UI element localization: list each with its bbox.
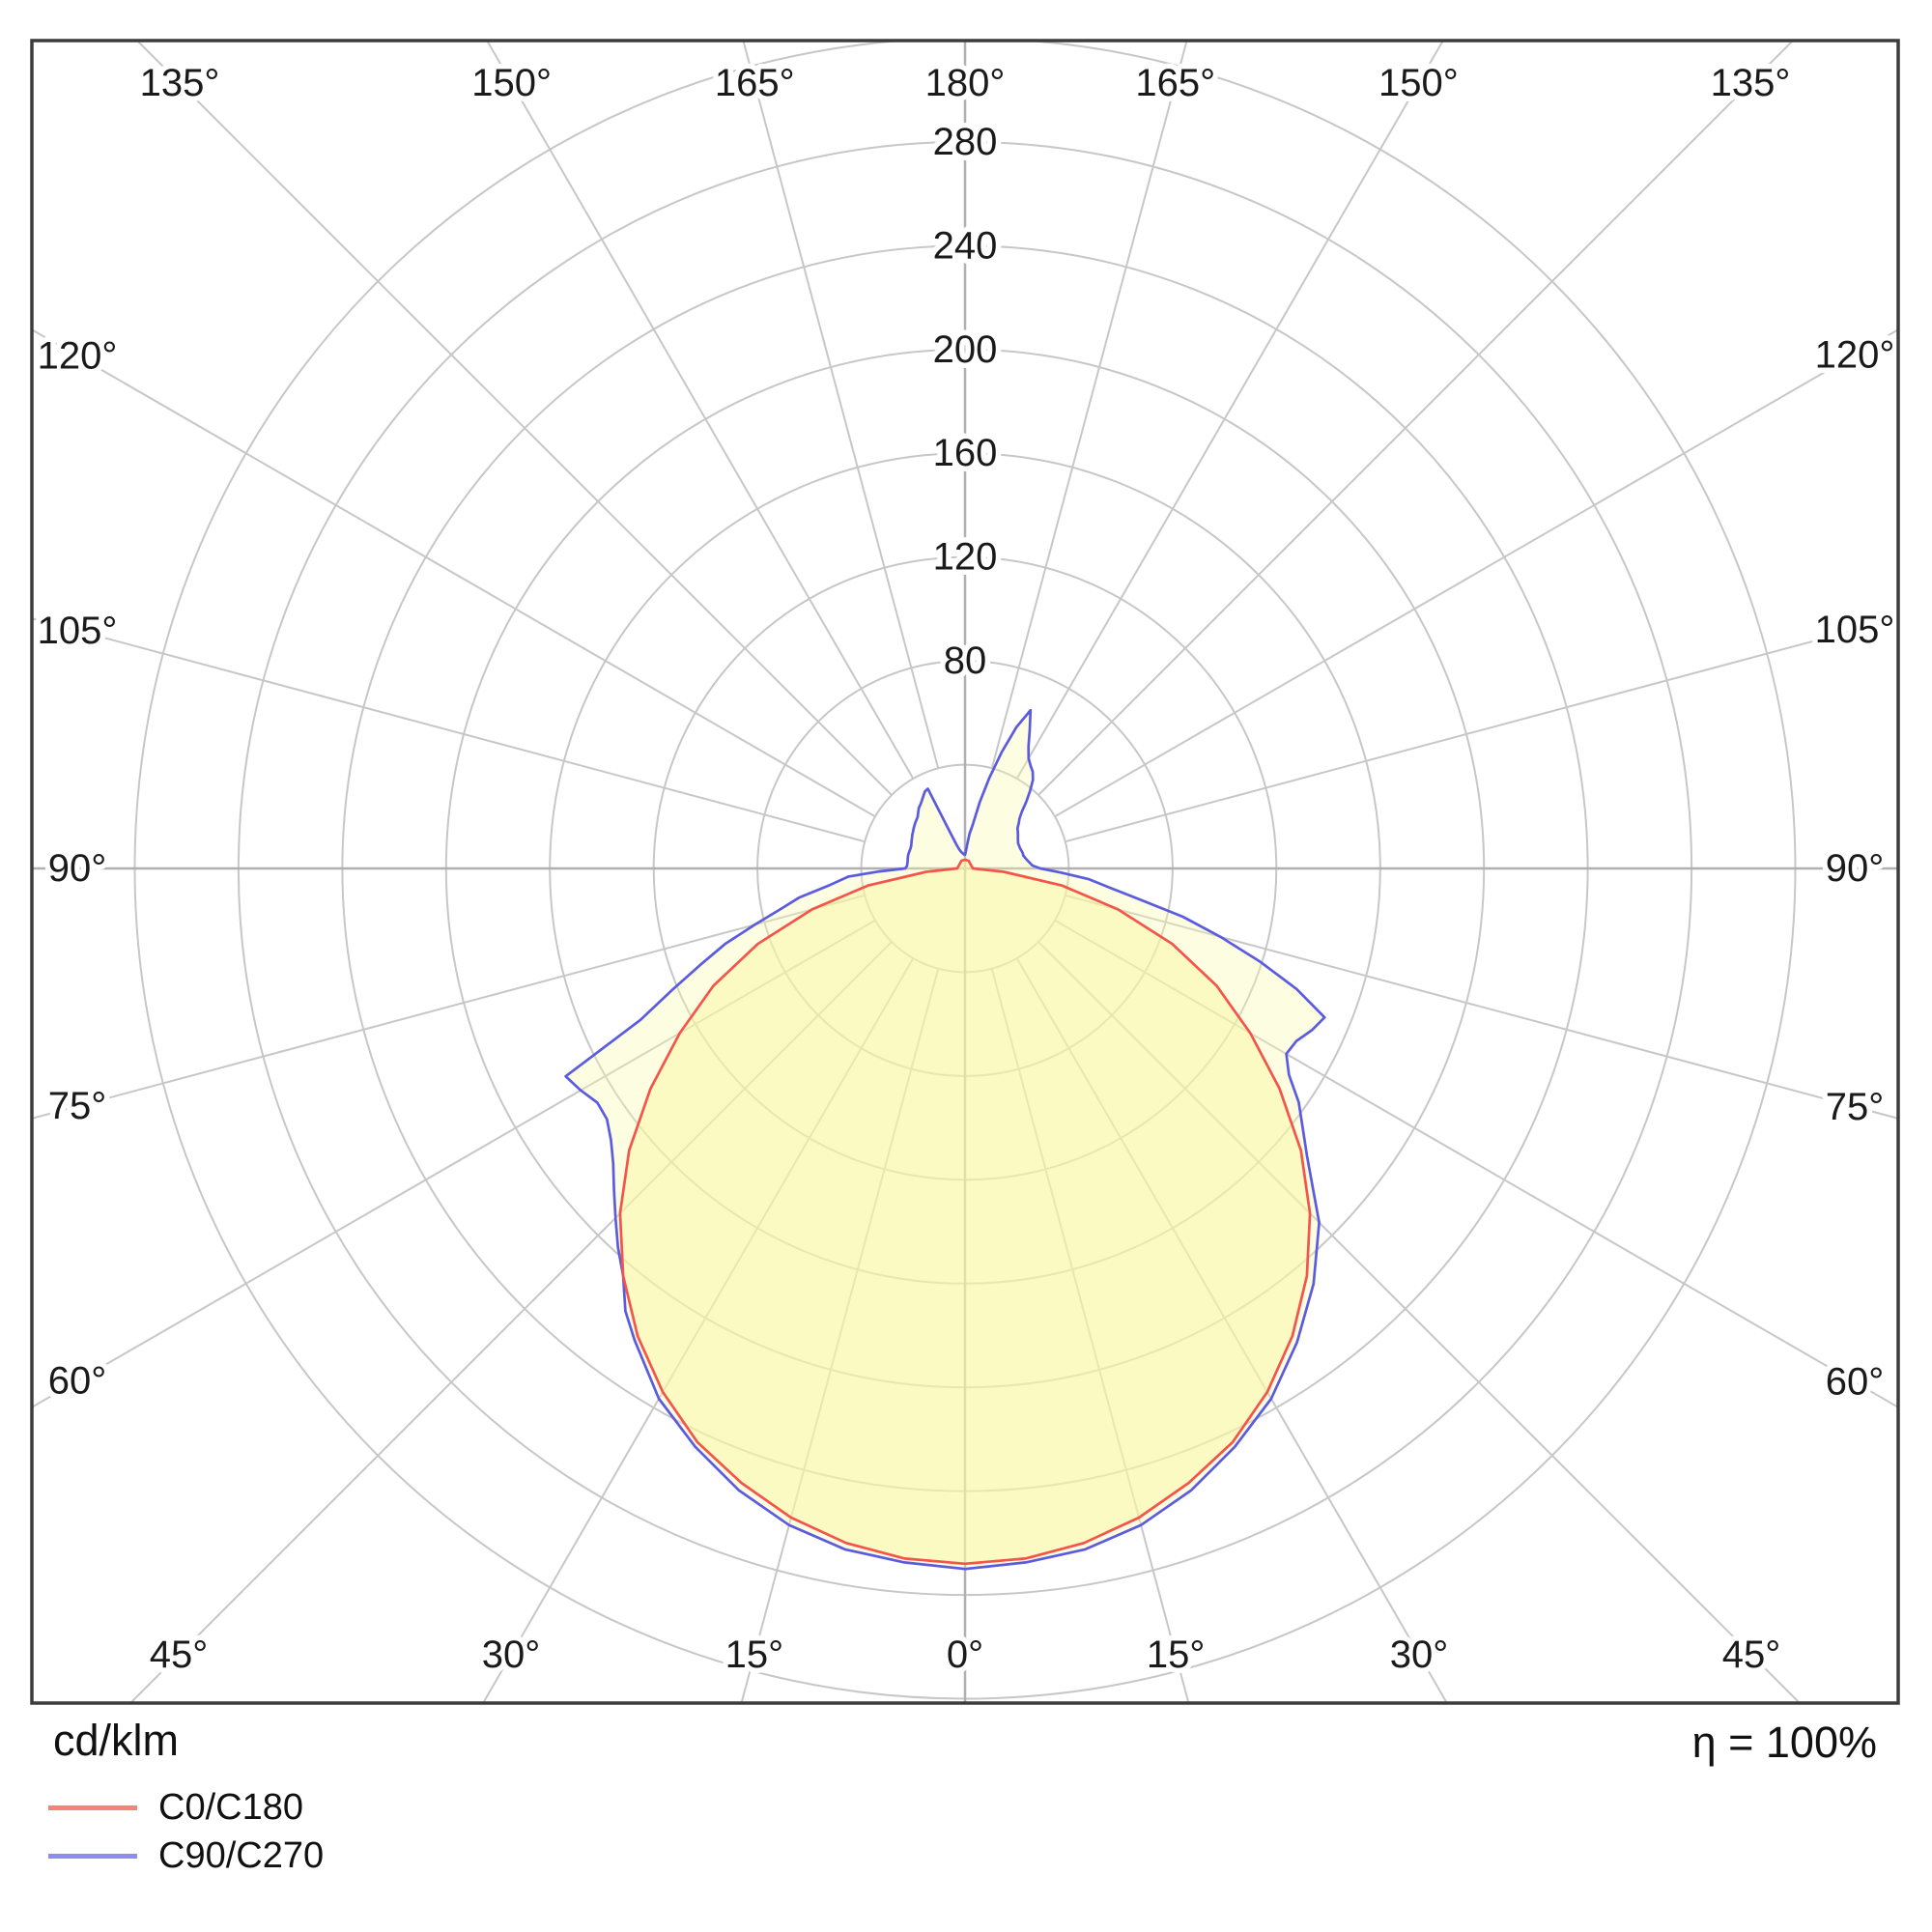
angle-label: 180°	[925, 62, 1006, 104]
angle-label: 0°	[947, 1634, 983, 1676]
angle-label: 135°	[1711, 62, 1791, 104]
angle-labels: 0° 15° 15° 30° 30° 45° 45° 60° 60° 75° 75° 90° 90° 10…	[32, 57, 1898, 1682]
grid-spoke	[1037, 41, 1795, 796]
units-label: cd/klm	[53, 1716, 180, 1765]
grid-spoke	[32, 328, 876, 818]
radial-tick-label: 80	[944, 639, 987, 682]
angle-label: 150°	[1378, 62, 1459, 104]
legend: C0/C180 C90/C270	[48, 1783, 324, 1880]
efficiency-label: η = 100%	[1691, 1718, 1877, 1767]
grid-spoke	[1065, 894, 1898, 1120]
grid-spoke	[1015, 41, 1444, 780]
angle-label: 165°	[715, 62, 795, 104]
angle-label: 90°	[48, 847, 107, 890]
grid-spoke	[135, 41, 893, 796]
radial-tick-labels: 80 120 160 200 240 280	[927, 115, 1003, 687]
angle-label: 30°	[482, 1634, 541, 1676]
plot-border	[30, 39, 1900, 1705]
legend-item-c0-c180: C0/C180	[48, 1783, 324, 1832]
angle-label: 75°	[48, 1085, 107, 1127]
grid-spoke	[481, 957, 915, 1703]
angle-label: 150°	[471, 62, 552, 104]
legend-swatch-c0-c180	[48, 1804, 137, 1810]
angle-label: 45°	[150, 1634, 209, 1676]
grid-spoke	[486, 41, 915, 780]
grid-spoke	[32, 617, 866, 843]
grid-spoke	[990, 41, 1188, 769]
grid-spoke	[990, 968, 1190, 1703]
angle-label: 15°	[1147, 1634, 1206, 1676]
angle-label: 45°	[1722, 1634, 1781, 1676]
radial-tick-label: 240	[933, 224, 998, 267]
grid-spoke	[1015, 957, 1449, 1703]
c90-c270-curve	[564, 708, 1326, 1571]
radial-tick-label: 160	[933, 432, 998, 474]
legend-label-c90-c270: C90/C270	[158, 1834, 325, 1876]
angle-label: 75°	[1826, 1086, 1885, 1128]
grid-spoke	[742, 41, 940, 769]
radial-tick-label: 200	[933, 328, 998, 371]
legend-item-c90-c270: C90/C270	[48, 1832, 324, 1880]
grid-spoke	[1065, 617, 1898, 843]
grid-spoke	[32, 919, 876, 1408]
angle-label: 120°	[38, 334, 118, 377]
c0-c180-curve	[618, 858, 1312, 1566]
legend-swatch-c90-c270	[48, 1853, 137, 1859]
grid-spoke	[1054, 328, 1898, 818]
grid-spoke	[128, 941, 893, 1703]
angle-label: 60°	[48, 1360, 107, 1403]
angle-label: 15°	[725, 1634, 784, 1676]
angle-label: 135°	[140, 62, 220, 104]
angle-label: 90°	[1826, 847, 1885, 890]
grid-spoke	[1054, 919, 1898, 1408]
angle-label: 60°	[1826, 1361, 1885, 1404]
c0-c180-fill	[619, 860, 1311, 1564]
angle-label: 105°	[1815, 609, 1895, 651]
radial-tick-label: 280	[933, 121, 998, 163]
angle-label: 120°	[1815, 333, 1895, 376]
legend-label-c0-c180: C0/C180	[158, 1786, 303, 1828]
grid-spoke	[1037, 941, 1802, 1703]
grid-spoke	[32, 894, 866, 1120]
radial-tick-label: 120	[933, 536, 998, 579]
angle-label: 165°	[1135, 62, 1215, 104]
grid-spoke	[740, 968, 940, 1703]
angle-label: 105°	[38, 610, 118, 652]
angle-label: 30°	[1390, 1634, 1449, 1676]
